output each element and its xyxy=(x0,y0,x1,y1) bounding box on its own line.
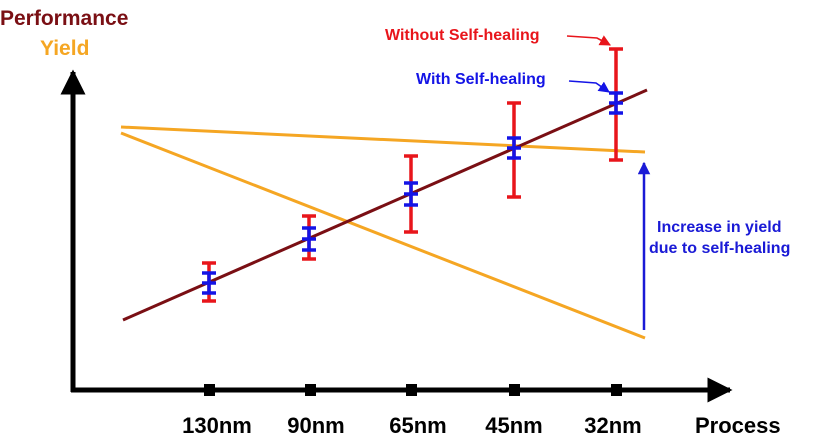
x-axis-tick-labels: 130nm 90nm 65nm 45nm 32nm xyxy=(182,413,642,438)
tick-label-130nm: 130nm xyxy=(182,413,252,438)
tick-mark xyxy=(406,384,417,396)
performance-line xyxy=(122,88,648,322)
yield-line-without-self-healing xyxy=(120,131,646,340)
error-bars-with-self-healing xyxy=(202,91,623,295)
tick-label-45nm: 45nm xyxy=(485,413,542,438)
yield-line-with-self-healing xyxy=(120,125,646,154)
increase-in-yield-label-line1: Increase in yield xyxy=(657,219,782,236)
callout-with-arrow xyxy=(568,80,610,93)
tick-label-90nm: 90nm xyxy=(287,413,344,438)
callout-without-self-healing: Without Self-healing xyxy=(385,27,540,44)
y-axis-label-performance: Performance xyxy=(0,7,128,30)
tick-mark xyxy=(305,384,316,396)
error-bar-with-45nm xyxy=(507,136,521,160)
callout-with-self-healing: With Self-healing xyxy=(416,71,546,88)
callout-without-arrow xyxy=(566,35,611,46)
tick-mark xyxy=(204,384,215,396)
error-bar-with-65nm xyxy=(404,181,418,207)
tick-label-32nm: 32nm xyxy=(584,413,641,438)
tick-label-65nm: 65nm xyxy=(389,413,446,438)
tick-mark xyxy=(611,384,622,396)
error-bar-with-90nm xyxy=(302,226,316,252)
x-axis-label-process: Process xyxy=(695,413,781,438)
increase-in-yield-label-line2: due to self-healing xyxy=(649,240,790,257)
tick-mark xyxy=(509,384,520,396)
error-bars-without-self-healing xyxy=(202,47,623,303)
error-bar-with-32nm xyxy=(609,91,623,115)
x-axis-ticks xyxy=(204,384,622,396)
error-bar-with-130nm xyxy=(202,271,216,295)
y-axis-label-yield: Yield xyxy=(40,37,89,60)
